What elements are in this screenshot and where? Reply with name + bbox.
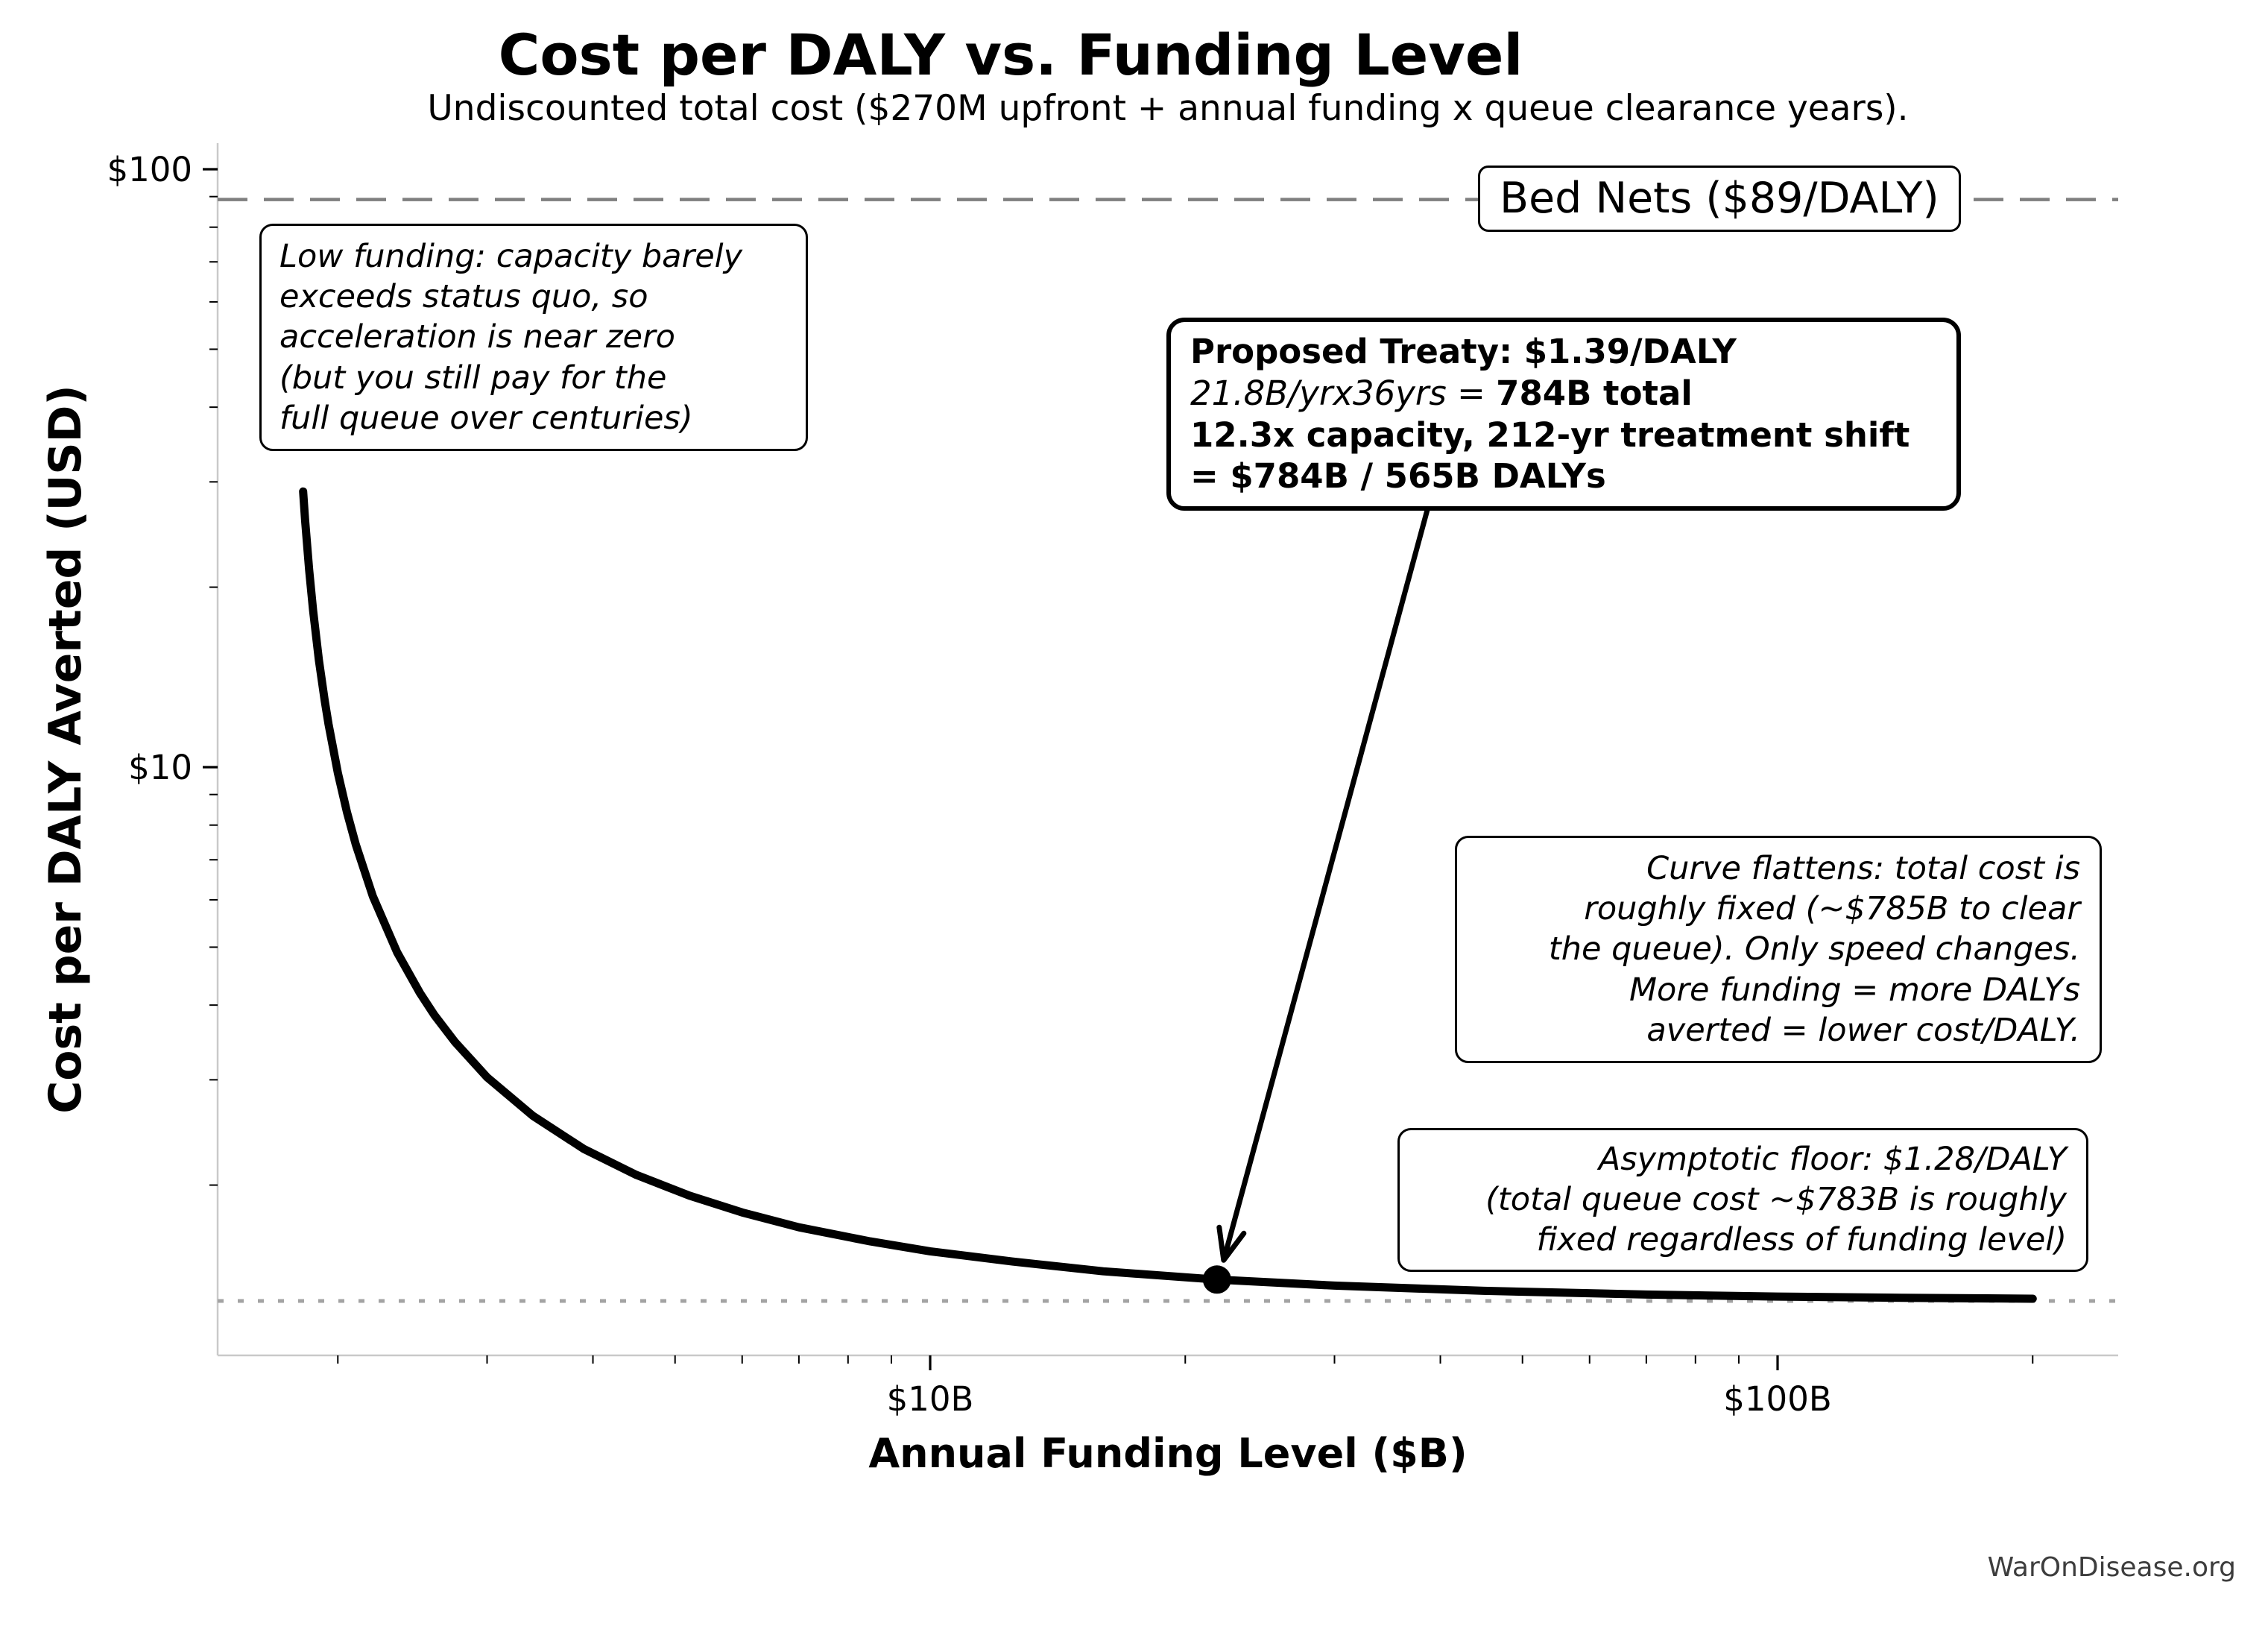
annotation-curve-flattens: Curve flattens: total cost is roughly fi…	[1455, 836, 2102, 1063]
y-tick-label: $10	[128, 748, 192, 787]
treaty-line-4: = $784B / 565B DALYs	[1190, 456, 1606, 497]
x-tick-label: $10B	[887, 1379, 974, 1419]
annotation-low-funding: Low funding: capacity barely exceeds sta…	[259, 224, 808, 451]
y-tick-label: $100	[107, 150, 192, 189]
treaty-line-2: 21.8B/yrx36yrs = 784B total	[1190, 373, 1937, 415]
treaty-line-2-bold: 784B total	[1496, 373, 1693, 413]
treaty-line-2-math: 21.8B/yrx36yrs	[1190, 373, 1447, 413]
bed-nets-benchmark-label: Bed Nets ($89/DALY)	[1478, 166, 1961, 232]
treaty-point	[1202, 1265, 1231, 1294]
annotation-proposed-treaty: Proposed Treaty: $1.39/DALY 21.8B/yrx36y…	[1166, 318, 1961, 511]
chart-title: Cost per DALY vs. Funding Level	[498, 22, 1523, 88]
y-axis-label: Cost per DALY Averted (USD)	[40, 385, 92, 1114]
treaty-line-2-eq: =	[1446, 373, 1497, 413]
x-tick-label: $100B	[1723, 1379, 1831, 1419]
treaty-line-3: 12.3x capacity, 212-yr treatment shift	[1190, 415, 1910, 455]
watermark: WarOnDisease.org	[1987, 1552, 2236, 1583]
treaty-arrow-head	[1216, 1224, 1247, 1263]
annotation-asymptotic-floor: Asymptotic floor: $1.28/DALY (total queu…	[1397, 1128, 2088, 1272]
cost-curve	[299, 487, 2037, 1303]
x-axis-label: Annual Funding Level ($B)	[868, 1430, 1468, 1477]
treaty-arrow-shaft	[1221, 509, 1430, 1261]
chart-subtitle: Undiscounted total cost ($270M upfront +…	[427, 88, 1909, 129]
treaty-line-1: Proposed Treaty: $1.39/DALY	[1190, 332, 1737, 371]
